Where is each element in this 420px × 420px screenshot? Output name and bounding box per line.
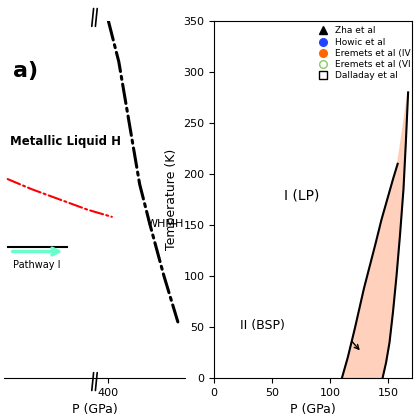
X-axis label: P (GPa): P (GPa) <box>290 403 336 416</box>
Text: WHMH: WHMH <box>147 219 184 229</box>
Y-axis label: Temperature (K): Temperature (K) <box>165 149 178 250</box>
Text: I (LP): I (LP) <box>284 189 319 202</box>
Polygon shape <box>342 92 408 378</box>
Text: Pathway I: Pathway I <box>13 260 60 270</box>
Text: a): a) <box>13 61 38 81</box>
Text: II (BSP): II (BSP) <box>240 319 285 332</box>
X-axis label: P (GPa): P (GPa) <box>72 403 117 416</box>
Text: Metallic Liquid H: Metallic Liquid H <box>10 135 121 148</box>
Legend: Zha et al, Howic et al, Eremets et al (IV, Eremets et al (VI, Dalladay et al: Zha et al, Howic et al, Eremets et al (I… <box>313 26 411 81</box>
